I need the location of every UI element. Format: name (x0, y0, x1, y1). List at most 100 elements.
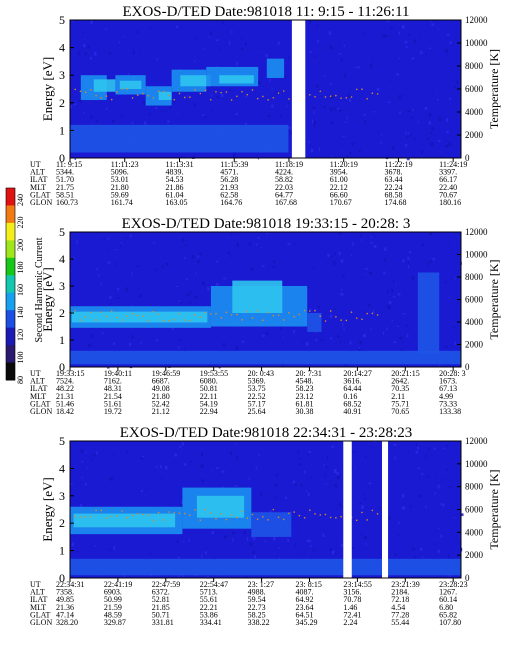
noise-speck (323, 464, 325, 467)
noise-speck (346, 155, 349, 159)
temperature-point (256, 97, 259, 100)
ephemeris-cell: 3954. (330, 168, 348, 177)
noise-speck (183, 463, 187, 466)
noise-speck (386, 327, 388, 331)
noise-speck (90, 57, 93, 60)
noise-speck (344, 364, 347, 366)
noise-speck (292, 480, 296, 484)
ephemeris-cell: 328.20 (56, 618, 78, 627)
noise-speck (91, 458, 93, 461)
temperature-point (350, 311, 353, 313)
y2-tick-label: 6000 (465, 295, 484, 305)
noise-speck (91, 333, 94, 338)
noise-speck (212, 470, 214, 472)
y-tick-label: 3 (59, 489, 65, 503)
ephemeris-cell: 64.92 (295, 595, 313, 604)
temperature-point (74, 309, 77, 312)
noise-speck (76, 240, 78, 244)
noise-speck (252, 551, 256, 554)
noise-speck (108, 548, 111, 551)
ephemeris-cell: 3397. (439, 168, 457, 177)
temperature-point (131, 97, 134, 99)
noise-speck (175, 285, 179, 288)
ephemeris-cell: 62.58 (220, 190, 238, 199)
noise-speck (190, 290, 192, 295)
ephemeris-cell: 63.44 (384, 175, 402, 184)
ephemeris-cell: 338.22 (248, 618, 270, 627)
noise-speck (370, 242, 373, 244)
noise-speck (234, 485, 238, 487)
noise-speck (437, 527, 440, 530)
noise-speck (272, 266, 276, 268)
temperature-point (204, 508, 207, 511)
noise-speck (365, 268, 368, 270)
temperature-point (194, 314, 196, 316)
ephemeris-row-label: ALT (30, 168, 45, 177)
temperature-point (298, 514, 301, 517)
noise-speck (351, 547, 355, 549)
noise-speck (387, 289, 389, 294)
ephemeris-cell: 72.41 (343, 610, 361, 619)
noise-speck (376, 87, 380, 91)
y2-tick-label: 12000 (465, 436, 488, 446)
noise-speck (334, 47, 336, 49)
noise-speck (79, 99, 82, 103)
noise-speck (306, 453, 309, 456)
temperature-point (314, 513, 316, 515)
noise-speck (435, 474, 437, 476)
ephemeris-cell: 58.23 (295, 384, 313, 393)
noise-speck (309, 350, 311, 352)
noise-speck (302, 341, 304, 344)
temperature-point (126, 88, 129, 90)
noise-speck (406, 324, 408, 327)
noise-speck (244, 42, 247, 46)
temperature-point (324, 320, 327, 322)
ephemeris-cell: 22.40 (439, 183, 457, 192)
noise-speck (81, 476, 84, 479)
noise-speck (334, 107, 336, 111)
noise-speck (351, 142, 354, 146)
temperature-point (121, 510, 123, 512)
ephemeris-cell: 56.28 (220, 175, 238, 184)
ephemeris-cell: 73.33 (439, 399, 457, 408)
ephemeris-cell: 11:15:39 (220, 160, 248, 169)
temperature-point (110, 515, 113, 518)
noise-speck (398, 534, 401, 537)
noise-speck (337, 335, 340, 339)
noise-speck (439, 502, 442, 505)
ephemeris-row-label: ILAT (30, 175, 47, 184)
noise-speck (333, 252, 336, 255)
noise-speck (431, 90, 434, 92)
noise-speck (188, 302, 191, 304)
noise-speck (248, 242, 252, 246)
noise-speck (185, 278, 188, 281)
temperature-point (100, 509, 103, 512)
noise-speck (359, 149, 361, 154)
noise-speck (391, 320, 394, 322)
noise-speck (312, 106, 316, 109)
noise-speck (127, 73, 130, 76)
noise-speck (298, 463, 302, 466)
noise-speck (259, 492, 262, 496)
ephemeris-cell: 167.68 (275, 198, 297, 207)
noise-speck (420, 547, 423, 550)
noise-speck (221, 470, 225, 473)
y-tick-label: 5 (59, 13, 65, 27)
noise-speck (191, 155, 195, 159)
noise-speck (373, 309, 375, 314)
noise-speck (93, 51, 97, 56)
temperature-point (152, 519, 155, 522)
temperature-point (220, 316, 222, 319)
noise-speck (81, 460, 84, 463)
noise-speck (331, 155, 333, 157)
y-tick-label: 4 (59, 41, 65, 55)
ephemeris-cell: 64.51 (295, 610, 313, 619)
ephemeris-cell: 55.61 (200, 595, 218, 604)
noise-speck (431, 127, 434, 130)
noise-speck (77, 51, 80, 56)
noise-speck (329, 314, 333, 318)
temperature-point (345, 319, 348, 322)
noise-speck (421, 150, 423, 154)
colorbar-tick-label: 220 (16, 217, 25, 229)
noise-speck (207, 287, 210, 291)
